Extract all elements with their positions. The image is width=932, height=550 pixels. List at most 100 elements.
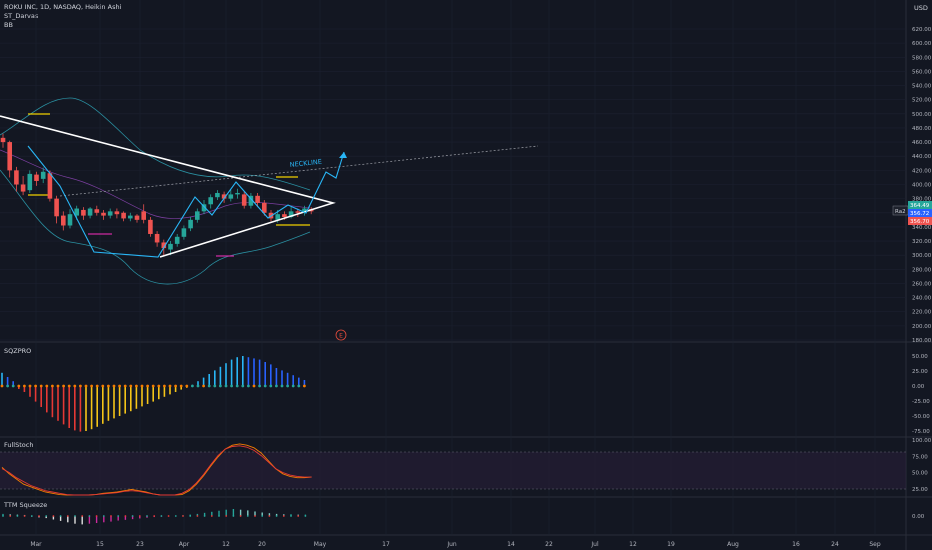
candle [34, 171, 39, 186]
sqzpro-dot [17, 384, 21, 388]
chart-title: ROKU INC, 1D, NASDAQ, Heikin Ashi [4, 3, 122, 11]
price-axis-tick: 440.00 [912, 154, 932, 160]
candle [40, 167, 46, 184]
price-axis-tick: 520.00 [912, 98, 932, 104]
sqzpro-dot [67, 384, 71, 388]
ttm-dot [290, 515, 292, 517]
ttm-dot [275, 515, 278, 517]
sqzpro-dot [185, 384, 189, 388]
sqzpro-dot [84, 384, 88, 388]
time-axis-tick: Sep [869, 541, 881, 548]
sqzpro-dot [207, 384, 211, 388]
sqzpro-dot [62, 384, 65, 388]
sqzpro-dot [179, 384, 183, 388]
time-axis-tick: Jun [446, 541, 457, 548]
sqzpro-dot [151, 384, 155, 388]
stoch-band [0, 452, 906, 489]
price-axis-tick: 280.00 [912, 267, 932, 273]
ttm-dot [52, 515, 55, 517]
ttm-dot [210, 515, 213, 517]
ttm-dot [282, 515, 285, 517]
candle [154, 231, 160, 247]
ttm-squeeze-histogram [2, 509, 307, 525]
ttm-dot [59, 515, 62, 517]
candle [107, 208, 113, 219]
stoch-axis-tick: 25.00 [912, 487, 928, 493]
price-axis-tick: 200.00 [912, 324, 932, 330]
sqzpro-dot [275, 384, 278, 388]
candle [188, 217, 193, 232]
indicator-bb-label: BB [4, 21, 13, 29]
triangle-pattern [0, 115, 336, 258]
sqzpro-dot [241, 384, 245, 388]
ttm-dot [74, 515, 76, 517]
stoch-axis-tick: 75.00 [912, 454, 928, 460]
ttm-pane-label: TTM Squeeze [4, 501, 48, 509]
ttm-dot [102, 515, 105, 517]
ttm-dot [38, 515, 40, 517]
candle [0, 133, 6, 148]
price-axis-tick: 240.00 [912, 296, 932, 302]
candle [67, 209, 73, 229]
sqzpro-dot [247, 384, 250, 388]
last-price-text: 364.49 [910, 203, 930, 209]
ttm-dot [66, 515, 69, 517]
bb-price-text: 356.72 [910, 211, 929, 217]
bb-lower-band [0, 169, 311, 285]
sqzpro-axis-tick: 50.00 [912, 354, 928, 360]
ttm-axis-tick: 0.00 [912, 514, 925, 520]
neckline-label: NECKLINE [289, 158, 322, 169]
time-axis-tick: Aug [727, 541, 739, 548]
sqzpro-dot [174, 384, 178, 388]
sqzpro-dot [0, 384, 4, 388]
stoch-line-2 [1, 445, 312, 496]
sqzpro-dot [107, 384, 110, 388]
sqzpro-dot [95, 384, 99, 388]
candle [141, 204, 146, 224]
time-axis[interactable]: Mar 15 23 Apr 12 20 May 17 Jun 14 22 Jul 12 19 Aug 16 24… [30, 541, 881, 548]
candle [94, 205, 100, 216]
earnings-event-label: E [339, 333, 343, 340]
ttm-dot [225, 515, 228, 517]
sqzpro-dot [28, 384, 32, 388]
candle [195, 208, 200, 223]
ttm-dot [239, 515, 242, 517]
ttm-dot [9, 515, 12, 517]
time-axis-tick: 16 [792, 541, 800, 548]
sqzpro-dot [286, 384, 289, 388]
price-axis-tick: 300.00 [912, 253, 932, 259]
candle [121, 211, 126, 222]
sqzpro-dot [79, 384, 82, 388]
candle [14, 166, 19, 192]
candle [241, 191, 247, 209]
ttm-dot [2, 515, 4, 517]
candle [81, 207, 86, 220]
sqzpro-dot [213, 384, 217, 388]
time-axis-tick: 17 [382, 541, 390, 548]
ttm-dot [218, 515, 220, 517]
price-axis-tick: 220.00 [912, 310, 932, 316]
time-axis-tick: 19 [667, 541, 675, 548]
neckline-dotted [59, 145, 539, 197]
ttm-dot [182, 515, 184, 517]
sqzpro-dot [191, 384, 194, 388]
sqzpro-dot [258, 384, 261, 388]
ttm-dot [174, 515, 177, 517]
sqzpro-histogram [0, 356, 306, 432]
candle [255, 192, 260, 208]
sqzpro-dot [269, 384, 273, 388]
time-axis-tick: 14 [507, 541, 515, 548]
ttm-dot [153, 515, 156, 517]
ttm-dot [160, 515, 163, 517]
sqzpro-pane-label: SQZPRO [4, 347, 32, 355]
ttm-dot [167, 515, 170, 517]
candle [262, 200, 267, 216]
sqzpro-dot [224, 384, 228, 388]
time-axis-tick: Mar [30, 541, 42, 548]
ttm-dot [304, 515, 307, 517]
sqzpro-dot [90, 384, 93, 388]
close-price-text: 356.70 [910, 219, 930, 225]
price-axis-tick: 340.00 [912, 225, 932, 231]
earnings-event-icon[interactable] [335, 329, 347, 341]
